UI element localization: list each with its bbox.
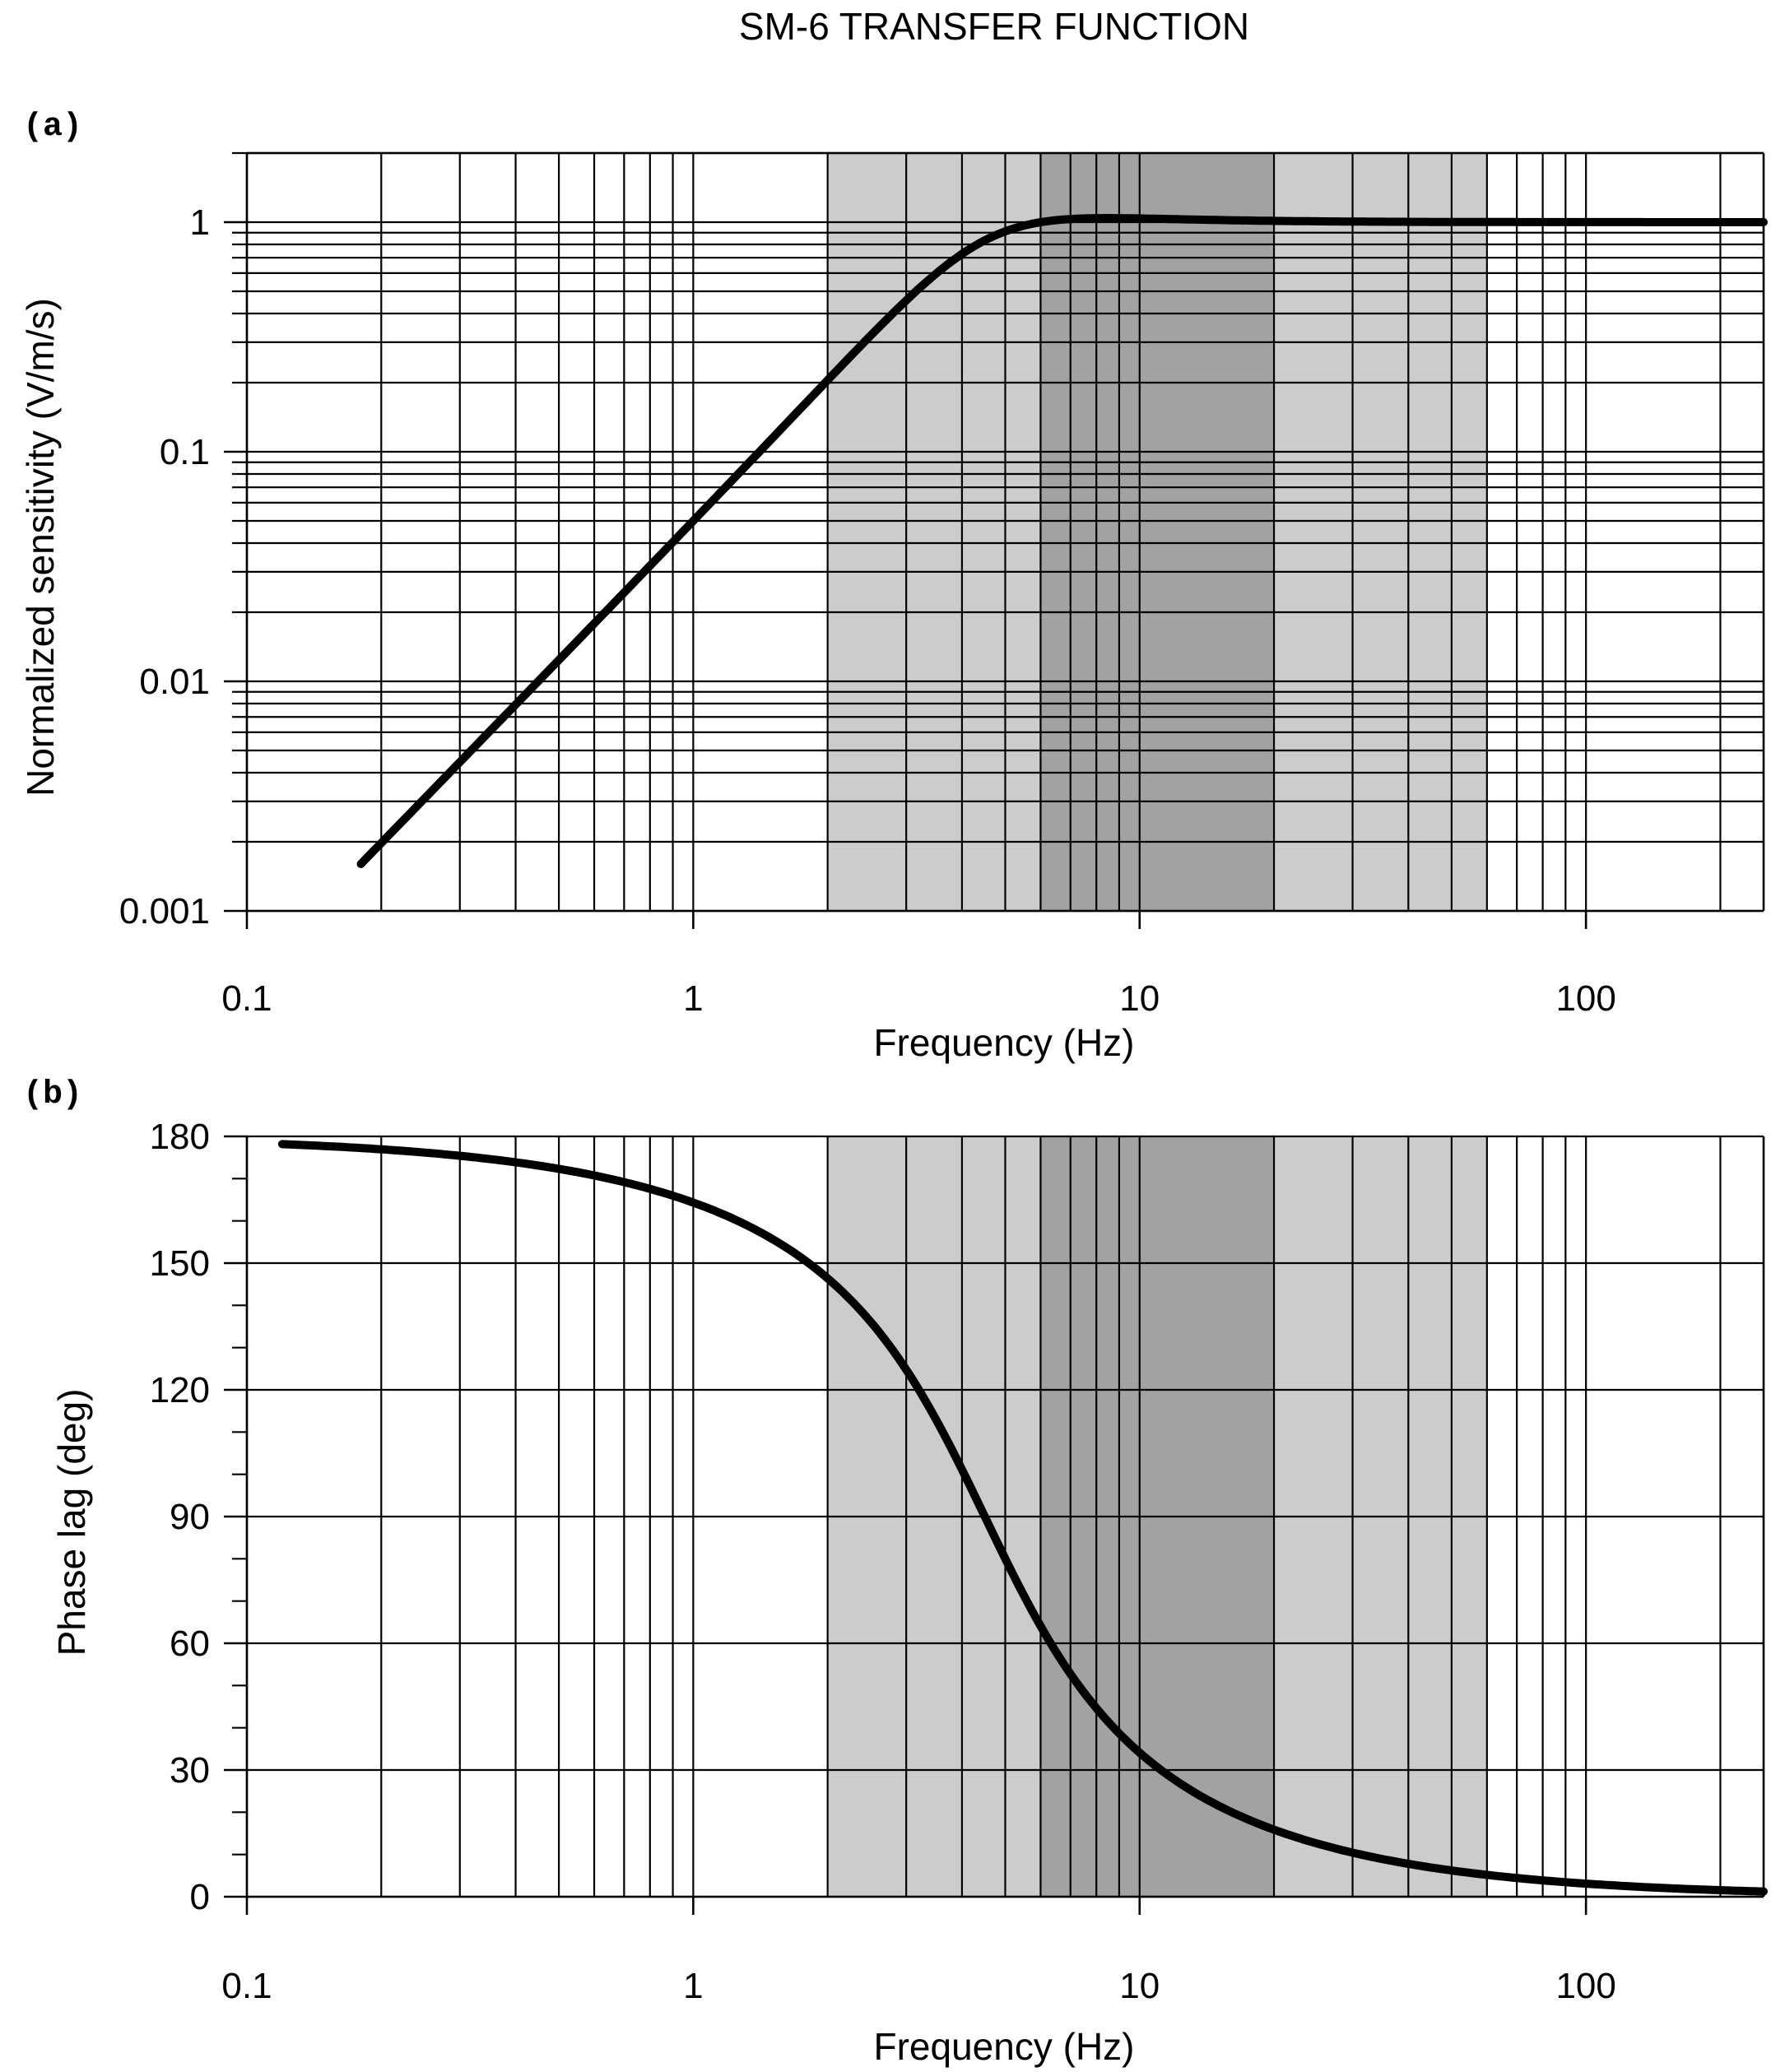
panel-a-tag: (a) (23, 109, 82, 146)
panel-b-phase: (b) 0.1 1 10 100 0 30 60 90 120 150 180 Frequency … (23, 1076, 1768, 2068)
panel-a-x-tick-label: 0.1 (221, 978, 272, 1019)
panel-a-curve (356, 214, 1768, 868)
panel-b-curve (277, 1140, 1768, 1896)
panel-b-y-tick-label: 0 (190, 1877, 210, 1917)
panel-a-xlabel: Frequency (Hz) (874, 1021, 1135, 1064)
panel-b-tag: (b) (23, 1076, 82, 1113)
panel-b-tick-labels: 0.1 1 10 100 0 30 60 90 120 150 180 (150, 1117, 1616, 2006)
panel-b-x-tick-label: 10 (1119, 1966, 1160, 2006)
panel-a-tick-labels: 0.1 1 10 100 0.001 0.01 0.1 1 (119, 202, 1616, 1019)
panel-a-x-tick-label: 100 (1555, 978, 1615, 1019)
panel-b-grid (245, 1135, 1765, 1898)
panel-a-tick-marks (224, 151, 1587, 929)
panel-b-y-tick-label: 180 (150, 1117, 210, 1157)
panel-a-ylabel: Normalized sensitivity (V/m/s) (19, 298, 62, 797)
panel-b-ylabel: Phase lag (deg) (50, 1389, 93, 1656)
panel-b-x-tick-label: 100 (1555, 1966, 1615, 2006)
panel-a-bands (827, 153, 1487, 911)
panel-a-x-tick-label: 1 (683, 978, 703, 1019)
panel-b-y-tick-label: 60 (170, 1624, 210, 1664)
panel-b-x-tick-label: 0.1 (221, 1966, 272, 2006)
panel-b-x-tick-label: 1 (683, 1966, 703, 2006)
panel-a-inner-band (1040, 153, 1275, 911)
chart-title: SM-6 TRANSFER FUNCTION (739, 5, 1249, 48)
panel-b-tick-marks (224, 1135, 1587, 1915)
panel-b-y-tick-label: 150 (150, 1243, 210, 1284)
panel-b-y-tick-label: 90 (170, 1497, 210, 1537)
panel-a-y-tick-label: 0.001 (119, 891, 210, 931)
panel-a-y-tick-label: 0.01 (139, 662, 210, 702)
panel-a-x-tick-label: 10 (1119, 978, 1160, 1019)
panel-a-grid (245, 151, 1765, 913)
panel-b-phase-response-line (277, 1140, 1768, 1896)
panel-a-y-tick-label: 0.1 (160, 432, 210, 472)
panel-a-amplitude: (a) 0.1 1 10 100 0.001 0.01 0.1 1 Frequency (Hz… (19, 109, 1768, 1064)
panel-b-xlabel: Frequency (Hz) (874, 2025, 1135, 2068)
panel-a-amplitude-response-line (356, 214, 1768, 868)
panel-b-y-tick-label: 30 (170, 1750, 210, 1791)
panel-a-y-tick-label: 1 (190, 202, 210, 243)
panel-b-y-tick-label: 120 (150, 1370, 210, 1410)
